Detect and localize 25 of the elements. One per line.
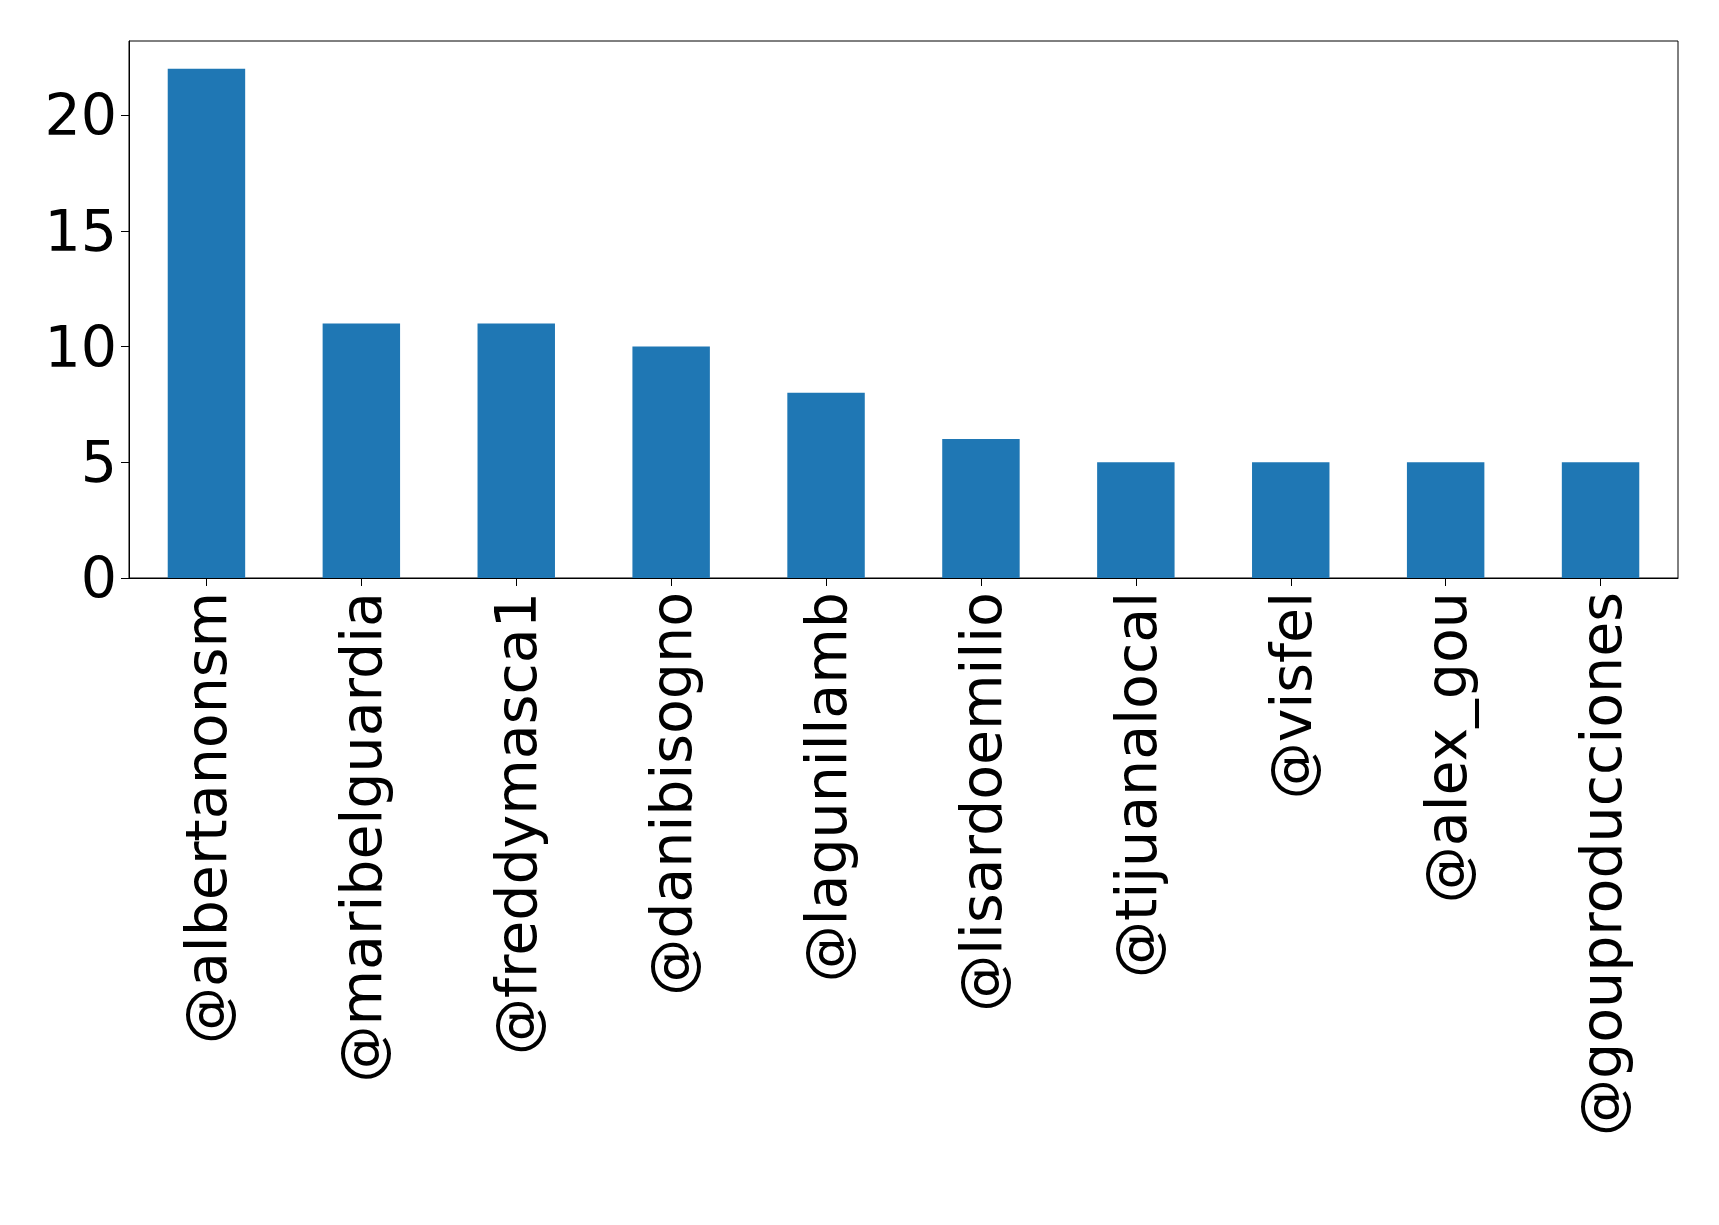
x-tick-label: @gouproducciones bbox=[1567, 592, 1634, 1137]
y-tick-label: 20 bbox=[44, 82, 117, 149]
x-tick-label: @maribelguardia bbox=[328, 592, 395, 1083]
x-tick-label: @alex_gou bbox=[1412, 592, 1479, 904]
y-tick-label: 0 bbox=[80, 545, 117, 611]
bar bbox=[1252, 462, 1330, 578]
x-tick-label: @lisardoemilio bbox=[947, 592, 1014, 1012]
y-tick-label: 15 bbox=[44, 197, 117, 264]
x-tick-label: @albertanonsm bbox=[173, 592, 240, 1045]
x-tick-label: @danibisogno bbox=[638, 592, 705, 996]
x-tick-label: @freddymasca1 bbox=[483, 592, 550, 1056]
x-tick-label: @lagunillamb bbox=[793, 592, 860, 983]
x-tick-label: @tijuanalocal bbox=[1102, 592, 1169, 978]
bar bbox=[1097, 462, 1175, 578]
bar bbox=[1561, 462, 1640, 578]
bar bbox=[477, 323, 555, 578]
y-tick-label: 10 bbox=[44, 313, 117, 380]
y-tick-label: 5 bbox=[80, 429, 117, 496]
bar bbox=[1406, 462, 1485, 578]
bar bbox=[322, 323, 401, 578]
bar bbox=[787, 392, 865, 578]
bar bbox=[942, 439, 1020, 578]
x-tick-label: @visfel bbox=[1257, 592, 1324, 800]
bar bbox=[167, 68, 246, 578]
bar bbox=[632, 346, 710, 578]
